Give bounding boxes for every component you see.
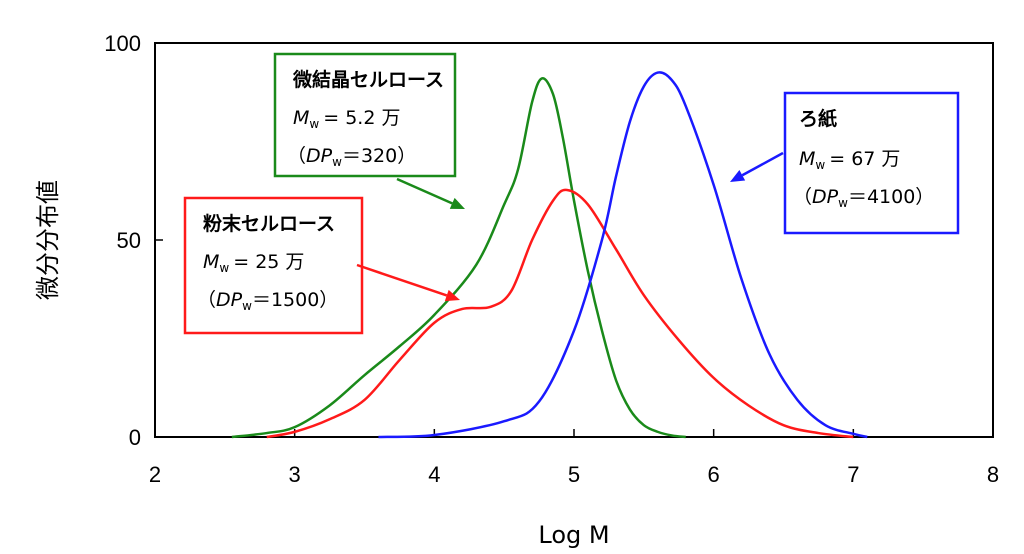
y-tick-label: 50 <box>117 228 141 253</box>
arrow-head-icon <box>730 170 746 182</box>
x-tick-label: 5 <box>568 462 580 487</box>
y-axis-label: 微分分布値 <box>34 180 62 300</box>
x-tick-label: 7 <box>847 462 859 487</box>
annotation-mw: Mw = 5.2 万 <box>293 107 400 131</box>
annotation-dp: （DPw＝1500） <box>197 289 338 313</box>
x-tick-label: 6 <box>708 462 720 487</box>
arrow-head-icon <box>449 197 465 209</box>
x-tick-label: 8 <box>987 462 999 487</box>
y-tick-label: 0 <box>129 425 141 450</box>
arrow-head-icon <box>444 289 460 302</box>
arrow <box>741 151 784 177</box>
annotation-dp: （DPw＝4100） <box>793 186 934 210</box>
x-axis-label: Log M <box>538 521 609 549</box>
annotation-title: ろ紙 <box>799 107 837 130</box>
annotation-title: 微結晶セルロース <box>292 68 444 91</box>
annotation-box: 微結晶セルロース Mw = 5.2 万 （DPw＝320） <box>273 52 465 209</box>
y-tick-label: 100 <box>104 31 141 56</box>
annotation-mw: Mw = 25 万 <box>203 251 304 275</box>
arrow <box>356 263 448 297</box>
annotation-box: ろ紙 Mw = 67 万 （DPw＝4100） <box>730 91 960 235</box>
x-tick-label: 2 <box>149 462 161 487</box>
series-line-2 <box>378 71 868 439</box>
annotation-title: 粉末セルロース <box>203 212 335 235</box>
x-tick-label: 3 <box>289 462 301 487</box>
series-line-1 <box>266 188 854 439</box>
x-tick-label: 4 <box>428 462 440 487</box>
annotation-box: 粉末セルロース Mw = 25 万 （DPw＝1500） <box>183 196 460 335</box>
annotation-mw: Mw = 67 万 <box>799 148 900 172</box>
series-line-0 <box>231 77 686 439</box>
arrow <box>396 177 453 205</box>
annotation-dp: （DPw＝320） <box>287 145 416 169</box>
